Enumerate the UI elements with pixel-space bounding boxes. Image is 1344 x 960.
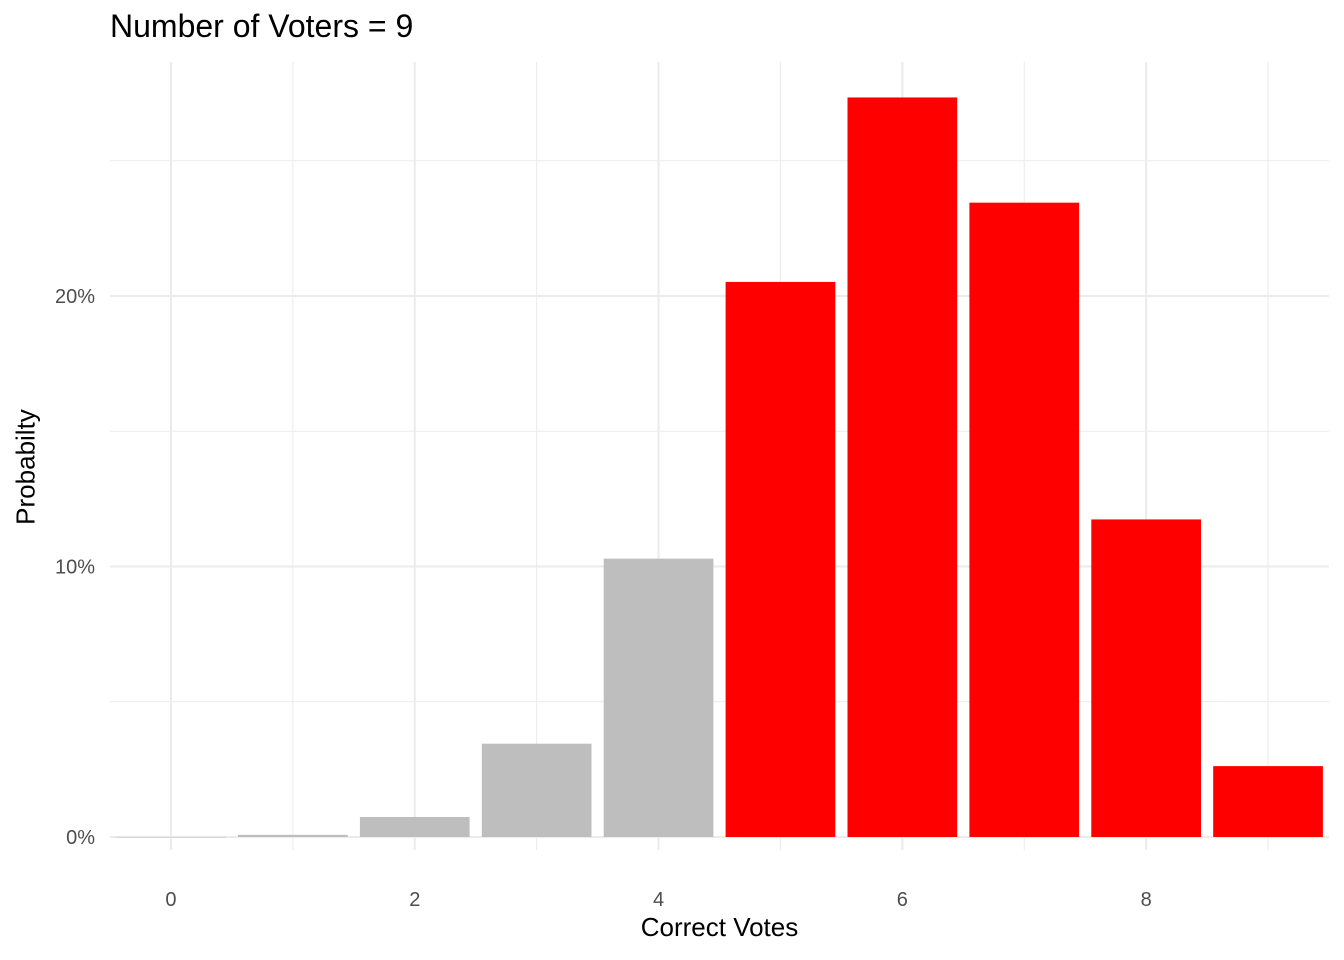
chart-title: Number of Voters = 9 bbox=[110, 8, 414, 44]
x-tick-label: 0 bbox=[165, 889, 176, 911]
x-tick-label: 8 bbox=[1141, 889, 1152, 911]
bar-5 bbox=[725, 281, 836, 838]
x-tick-label: 6 bbox=[897, 889, 908, 911]
x-axis-label: Correct Votes bbox=[640, 912, 799, 942]
x-tick-label: 4 bbox=[653, 889, 664, 911]
bar-1 bbox=[237, 834, 348, 837]
x-axis-ticks: 0 2 4 6 8 bbox=[165, 889, 1151, 911]
bar-0 bbox=[116, 836, 226, 838]
y-tick-label: 0% bbox=[66, 827, 95, 849]
bar-3 bbox=[481, 743, 592, 837]
y-tick-label: 10% bbox=[55, 557, 95, 579]
bar-2 bbox=[359, 816, 470, 837]
bar-9 bbox=[1213, 766, 1323, 837]
y-axis-ticks: 0% 10% 20% bbox=[55, 286, 95, 849]
bar-4 bbox=[603, 558, 714, 837]
y-axis-label: Probabilty bbox=[10, 409, 41, 525]
bars bbox=[116, 97, 1323, 838]
bar-7 bbox=[969, 202, 1080, 838]
bar-8 bbox=[1091, 519, 1202, 837]
x-tick-label: 2 bbox=[409, 889, 420, 911]
bar-6 bbox=[847, 97, 958, 837]
y-tick-label: 20% bbox=[55, 286, 95, 308]
